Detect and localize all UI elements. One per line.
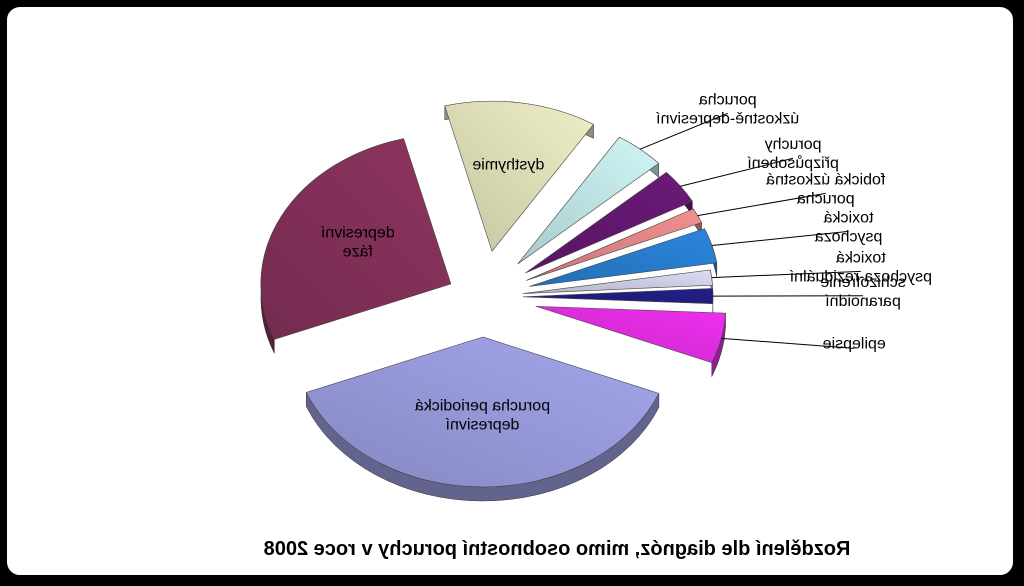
slice-label: schizofrenie paranoidní [820, 274, 905, 310]
chart-frame: depresivní fáze porucha periodická depresiv… [4, 4, 1016, 578]
chart-title: Rozdělení dle diagnóz, mimo osobnostní p… [264, 538, 851, 560]
slice-label: toxická psychoza-reziduální [789, 249, 932, 285]
leader-line [711, 230, 849, 247]
leader-line [680, 157, 794, 187]
pie-slice [529, 228, 718, 287]
slice-label: fobická úzkostná porucha [766, 171, 885, 207]
pie-slice [526, 208, 703, 281]
slice-label: porucha periodická depresivní [415, 397, 550, 433]
slice-label: dysthymie [472, 157, 544, 174]
pie-slice [444, 100, 595, 252]
pie-slice [305, 336, 660, 488]
slice-label: depresivní fáze [320, 225, 394, 261]
slice-label: epilepsie [823, 335, 886, 352]
pie-slice [260, 138, 452, 340]
leader-line [721, 337, 855, 349]
leader-line [711, 270, 861, 279]
pie-slice [535, 305, 726, 364]
slice-label: poruchy přizpůsobení [747, 136, 839, 172]
pie-slice [517, 136, 660, 265]
leader-line [639, 112, 728, 150]
slice-label: porucha úzkostně-depresivní [656, 91, 800, 127]
leader-line [697, 192, 826, 217]
slice-label: toxická psychoza [815, 209, 883, 245]
pie-chart: depresivní fáze porucha periodická depresiv… [260, 91, 932, 560]
